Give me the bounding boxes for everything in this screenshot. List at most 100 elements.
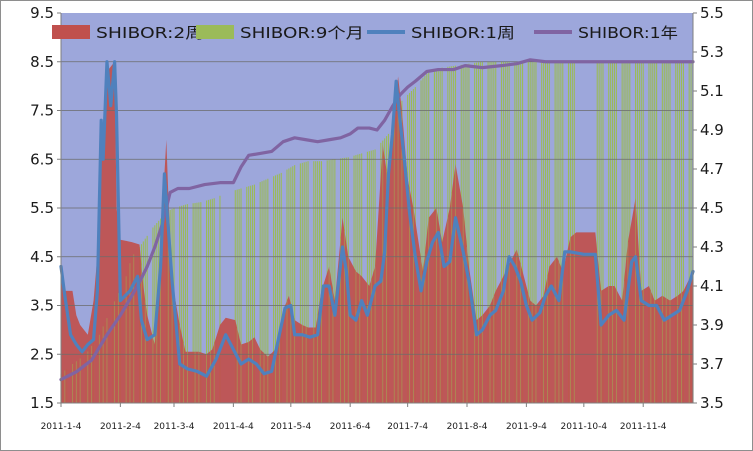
bar-9m-overlay bbox=[332, 289, 334, 403]
bar-9m-overlay bbox=[144, 300, 146, 403]
bar-9m bbox=[334, 159, 336, 403]
legend-label: SHIBOR:9个月 bbox=[240, 24, 364, 42]
bar-9m bbox=[370, 150, 372, 403]
bar-9m-overlay bbox=[183, 342, 184, 403]
bar-9m bbox=[476, 62, 478, 404]
bar-9m bbox=[236, 189, 238, 403]
bar-9m bbox=[466, 63, 468, 403]
bar-9m bbox=[518, 61, 520, 403]
bar-9m-overlay bbox=[91, 345, 93, 403]
bar-9m bbox=[520, 61, 522, 403]
bar-9m bbox=[487, 61, 489, 403]
bar-9m bbox=[529, 61, 531, 403]
bar-9m bbox=[638, 61, 640, 403]
x-tick-label: 2011-6-4 bbox=[330, 422, 371, 432]
bar-9m-overlay bbox=[615, 289, 617, 403]
line-1w bbox=[59, 60, 695, 378]
x-tick-label: 2011-5-4 bbox=[270, 422, 311, 432]
legend: SHIBOR:2周 SHIBOR:9个月 SHIBOR:1周 SHIBOR:1年 bbox=[52, 24, 678, 42]
bar-9m bbox=[665, 61, 667, 403]
bar-9m bbox=[273, 176, 275, 403]
bar-9m bbox=[640, 61, 642, 403]
bar-9m-overlay bbox=[386, 170, 387, 403]
bar-9m bbox=[663, 61, 665, 403]
bar-9m bbox=[315, 161, 317, 403]
legend-swatch bbox=[52, 25, 90, 39]
bar-9m bbox=[152, 227, 154, 403]
right-tick-label: 5.1 bbox=[700, 82, 724, 100]
bar-9m bbox=[546, 61, 548, 403]
bar-9m bbox=[248, 186, 250, 403]
bar-9m bbox=[650, 61, 652, 403]
bar-9m bbox=[656, 61, 658, 403]
right-tick-label: 4.1 bbox=[700, 277, 724, 295]
left-tick-label: 4.5 bbox=[30, 248, 54, 266]
bar-9m-overlay bbox=[355, 271, 357, 404]
bar-9m bbox=[598, 61, 600, 403]
bar-9m bbox=[332, 159, 334, 403]
bar-9m bbox=[522, 61, 524, 403]
bar-9m-overlay bbox=[278, 329, 280, 404]
bar-9m-overlay bbox=[420, 258, 422, 403]
bar-9m-overlay bbox=[504, 272, 506, 403]
bar-9m bbox=[422, 78, 424, 403]
bar-9m bbox=[468, 63, 470, 403]
bar-9m-overlay bbox=[424, 253, 426, 403]
bar-9m-overlay bbox=[501, 279, 502, 403]
bar-9m bbox=[441, 67, 443, 403]
bar-9m bbox=[288, 168, 290, 403]
bar-9m bbox=[596, 61, 598, 403]
bar-9m-overlay bbox=[627, 242, 629, 403]
bar-9m bbox=[479, 62, 481, 403]
right-tick-label: 3.5 bbox=[700, 394, 724, 412]
bar-9m-overlay bbox=[259, 349, 261, 404]
right-tick-label: 4.9 bbox=[700, 121, 724, 139]
bar-9m bbox=[679, 61, 681, 403]
bar-9m bbox=[514, 61, 516, 403]
x-tick-label: 2011-7-4 bbox=[387, 422, 428, 432]
bar-9m-overlay bbox=[321, 290, 322, 404]
bar-9m bbox=[292, 166, 294, 403]
bar-9m bbox=[424, 75, 426, 404]
bar-9m bbox=[198, 202, 200, 403]
bar-9m-overlay bbox=[478, 318, 479, 403]
bar-9m-overlay bbox=[141, 265, 142, 403]
bar-9m bbox=[612, 61, 614, 403]
bar-9m bbox=[267, 178, 269, 403]
bar-9m bbox=[562, 61, 564, 403]
bar-9m bbox=[621, 61, 623, 403]
bar-9m bbox=[305, 161, 307, 403]
bar-9m bbox=[533, 61, 535, 403]
x-tick-label: 2011-8-4 bbox=[447, 422, 488, 432]
bar-9m-overlay bbox=[125, 276, 127, 403]
bar-9m bbox=[276, 174, 278, 403]
bar-9m-overlay bbox=[447, 216, 449, 403]
bar-9m-overlay bbox=[206, 354, 207, 403]
bar-9m-overlay bbox=[209, 351, 211, 403]
bar-9m bbox=[259, 182, 261, 403]
bar-9m-overlay bbox=[596, 251, 598, 403]
bar-9m-overlay bbox=[305, 326, 307, 404]
bar-9m-overlay bbox=[187, 351, 188, 403]
lines-layer bbox=[59, 58, 695, 382]
bar-9m-overlay bbox=[409, 188, 410, 403]
x-tick-label: 2011-4-4 bbox=[213, 422, 254, 432]
bar-9m bbox=[474, 62, 476, 404]
right-tick-label: 3.9 bbox=[700, 316, 724, 334]
left-tick-label: 5.5 bbox=[30, 199, 54, 217]
bar-9m-overlay bbox=[520, 264, 522, 403]
bar-9m-overlay bbox=[328, 266, 330, 403]
bar-9m-overlay bbox=[681, 292, 682, 403]
bar-9m bbox=[320, 161, 323, 403]
bar-9m-overlay bbox=[340, 238, 342, 403]
bar-9m bbox=[569, 61, 571, 403]
bar-9m-overlay bbox=[301, 325, 303, 403]
bar-9m bbox=[573, 61, 575, 403]
legend-swatch bbox=[196, 25, 234, 39]
bar-9m-overlay bbox=[75, 361, 77, 403]
bar-9m bbox=[623, 61, 625, 403]
bar-9m-overlay bbox=[213, 343, 215, 403]
bar-9m bbox=[240, 188, 242, 403]
bar-9m bbox=[186, 204, 188, 403]
bar-9m bbox=[669, 61, 671, 403]
